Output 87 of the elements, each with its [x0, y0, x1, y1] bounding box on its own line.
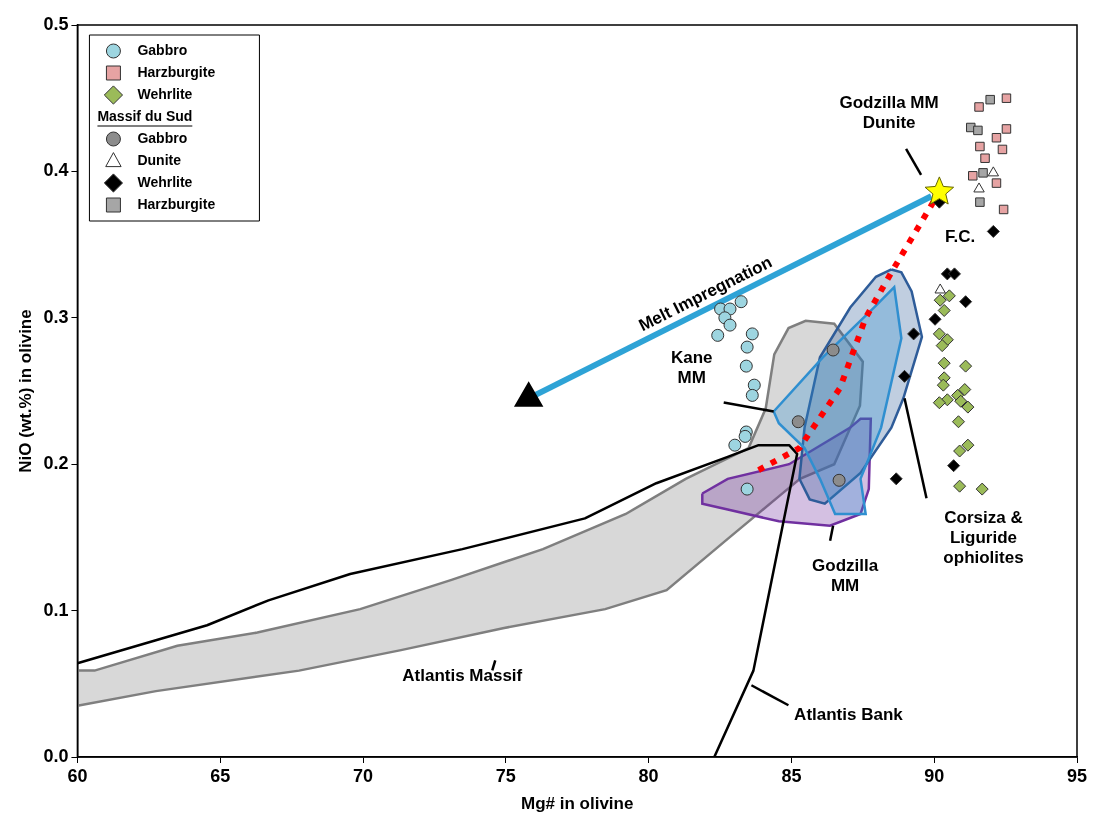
point	[954, 394, 968, 408]
point	[958, 383, 972, 397]
point	[928, 312, 942, 326]
point	[791, 415, 805, 429]
point	[932, 327, 946, 341]
point	[959, 359, 973, 373]
point	[907, 327, 921, 341]
point	[997, 144, 1008, 155]
y-tick-label: 0.0	[43, 745, 69, 766]
y-axis-title: NiO (wt.%) in olivine	[15, 309, 35, 473]
point	[973, 182, 985, 193]
point	[980, 153, 990, 163]
x-tick-label: 80	[638, 765, 659, 786]
x-tick-label: 70	[353, 765, 374, 786]
point	[924, 176, 955, 205]
point	[933, 293, 947, 307]
point	[739, 359, 753, 373]
legend-label: Wehrlite	[137, 85, 193, 102]
x-tick-label: 60	[67, 765, 88, 786]
point	[986, 224, 1000, 238]
point	[961, 438, 975, 452]
point	[953, 444, 967, 458]
point	[973, 125, 983, 136]
annotation: Godzilla MM	[812, 556, 879, 596]
point	[951, 415, 965, 429]
point	[978, 168, 988, 178]
point	[991, 132, 1002, 143]
annotation: Atlantis Massif	[402, 666, 523, 686]
point	[934, 283, 946, 294]
point	[998, 204, 1009, 215]
point	[947, 267, 961, 281]
point	[728, 438, 742, 452]
annotation: Corsiza & Liguride ophiolites	[943, 508, 1024, 568]
point	[826, 343, 840, 357]
x-axis-title: Mg# in olivine	[521, 794, 634, 814]
point	[1001, 93, 1012, 103]
legend-label: Harzburgite	[137, 63, 216, 80]
y-tick-label: 0.3	[43, 306, 69, 327]
legend-label: Gabbro	[137, 129, 188, 146]
point	[953, 479, 967, 493]
point	[889, 472, 903, 486]
legend-label: Gabbro	[137, 41, 188, 58]
legend-title: Massif du Sud	[97, 107, 193, 124]
x-tick-label: 90	[924, 765, 945, 786]
point	[942, 289, 956, 303]
point	[747, 378, 761, 392]
point	[898, 369, 911, 383]
y-tick-label: 0.5	[43, 13, 69, 34]
point	[936, 378, 950, 392]
point	[937, 356, 951, 370]
point	[968, 171, 978, 181]
legend-label: Dunite	[137, 151, 182, 168]
point	[723, 318, 737, 332]
annotation: Atlantis Bank	[794, 704, 904, 724]
legend-label: Wehrlite	[137, 173, 193, 190]
legend-label: Harzburgite	[137, 195, 216, 212]
point	[974, 102, 984, 112]
annotation: Godzilla MM Dunite	[839, 92, 939, 132]
x-tick-label: 95	[1066, 765, 1088, 786]
point	[991, 178, 1002, 188]
point	[961, 400, 975, 414]
point	[745, 388, 759, 402]
annotation: F.C.	[944, 226, 976, 246]
x-tick-label: 75	[495, 765, 516, 786]
y-tick-label: 0.4	[43, 160, 69, 181]
point	[745, 327, 759, 341]
point	[1001, 124, 1012, 134]
point	[975, 197, 985, 207]
point	[935, 339, 949, 353]
point	[947, 459, 961, 473]
point	[740, 482, 754, 496]
point	[959, 295, 973, 309]
point	[832, 473, 846, 487]
point	[711, 328, 725, 342]
point	[740, 340, 754, 354]
point	[985, 94, 995, 105]
x-tick-label: 65	[210, 765, 231, 786]
point	[975, 482, 989, 496]
y-tick-label: 0.1	[43, 599, 69, 620]
point	[932, 396, 946, 410]
x-tick-label: 85	[781, 765, 802, 786]
point	[937, 303, 951, 317]
annotation: Kane MM	[670, 348, 713, 388]
point	[975, 141, 985, 152]
point	[987, 166, 1000, 177]
point	[738, 429, 752, 443]
y-tick-label: 0.2	[43, 453, 69, 474]
